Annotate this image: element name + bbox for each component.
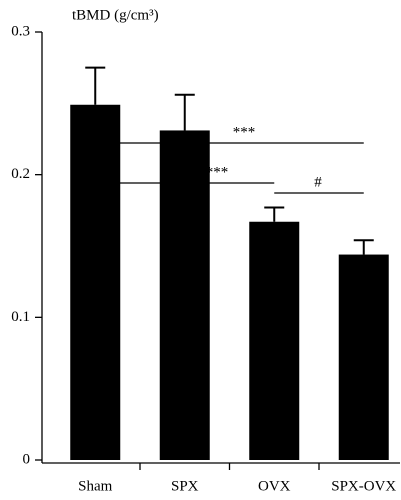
- bar: [70, 104, 121, 460]
- y-tick-label: 0.2: [11, 166, 30, 182]
- bar: [159, 130, 210, 460]
- y-axis-title: tBMD (g/cm³): [72, 7, 159, 23]
- y-tick-label: 0: [23, 451, 31, 467]
- x-tick-label: SPX: [171, 478, 199, 494]
- significance-label: ***: [233, 124, 256, 140]
- significance-label: ***: [206, 164, 229, 180]
- bar: [338, 254, 389, 460]
- y-tick-label: 0.1: [11, 309, 30, 325]
- x-tick-label: OVX: [258, 478, 291, 494]
- bar: [249, 221, 300, 460]
- y-tick-label: 0.3: [11, 23, 30, 39]
- significance-label: #: [314, 174, 322, 190]
- x-tick-label: SPX-OVX: [331, 478, 396, 494]
- x-tick-label: Sham: [78, 478, 113, 494]
